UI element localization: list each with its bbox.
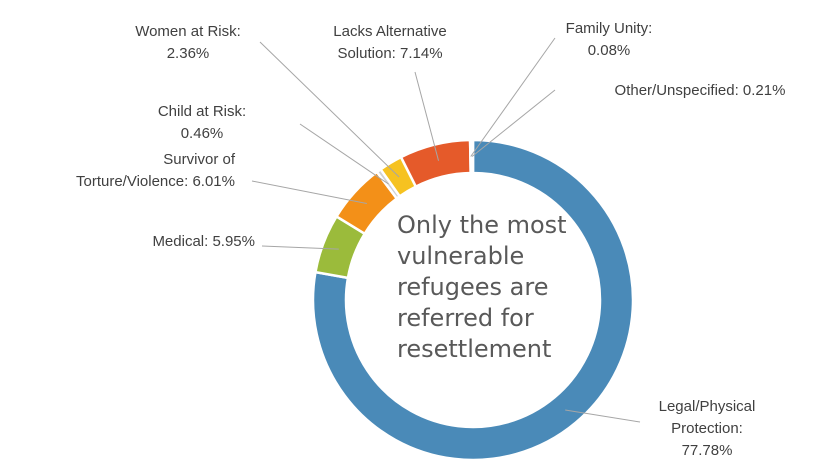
leader-line-family-unity — [470, 37, 556, 157]
center-text-line: referred for — [397, 304, 534, 332]
data-label-line: Medical: 5.95% — [152, 233, 255, 250]
center-annotation: Only the most vulnerable refugees are re… — [397, 210, 567, 365]
leader-line-other-unspecified — [471, 89, 556, 157]
leader-line-survivor-of-torture-violence — [251, 180, 367, 204]
data-label-line: Legal/Physical — [659, 398, 756, 415]
data-label-line: Torture/Violence: 6.01% — [76, 173, 235, 190]
slice-lacks-alternative-solution — [399, 138, 472, 189]
data-label-line: 77.78% — [682, 442, 733, 459]
data-label-line: Solution: 7.14% — [337, 45, 442, 62]
leader-line-legal-physical-protection — [565, 409, 641, 423]
data-label-family-unity: Family Unity: 0.08% — [566, 20, 653, 59]
data-label-line: Family Unity: — [566, 20, 653, 37]
data-label-lacks-alternative-solution: Lacks Alternative Solution: 7.14% — [333, 23, 446, 62]
data-label-line: Lacks Alternative — [333, 23, 446, 40]
leader-line-women-at-risk — [259, 41, 400, 178]
center-text-line: Only the most — [397, 211, 567, 239]
data-label-line: Child at Risk: — [158, 103, 246, 120]
labels-group: Legal/Physical Protection: 77.78% Medical: … — [76, 20, 785, 459]
center-text-line: refugees are — [397, 273, 549, 301]
data-label-line: 0.46% — [181, 125, 224, 142]
data-label-medical: Medical: 5.95% — [152, 233, 255, 250]
center-text-line: vulnerable — [397, 242, 525, 270]
data-label-line: Women at Risk: — [135, 23, 241, 40]
data-label-other-unspecified: Other/Unspecified: 0.21% — [615, 82, 786, 99]
leader-line-lacks-alternative-solution — [414, 71, 440, 161]
slice-other-unspecified — [469, 138, 475, 175]
slice-legal-physical-protection — [311, 138, 635, 459]
leader-line-child-at-risk — [299, 123, 389, 185]
data-label-line: 2.36% — [167, 45, 210, 62]
data-label-survivor-of-torture-violence: Survivor of Torture/Violence: 6.01% — [76, 151, 236, 190]
data-label-child-at-risk: Child at Risk: 0.46% — [158, 103, 246, 142]
data-label-legal-physical-protection: Legal/Physical Protection: 77.78% — [659, 398, 756, 459]
data-label-line: Other/Unspecified: 0.21% — [615, 82, 786, 99]
leader-lines-group — [251, 37, 641, 423]
data-label-women-at-risk: Women at Risk: 2.36% — [135, 23, 241, 62]
leader-line-medical — [261, 245, 339, 250]
data-label-line: Survivor of — [163, 151, 236, 168]
data-label-line: Protection: — [671, 420, 743, 437]
data-label-line: 0.08% — [588, 42, 631, 59]
center-text-line: resettlement — [397, 335, 552, 363]
